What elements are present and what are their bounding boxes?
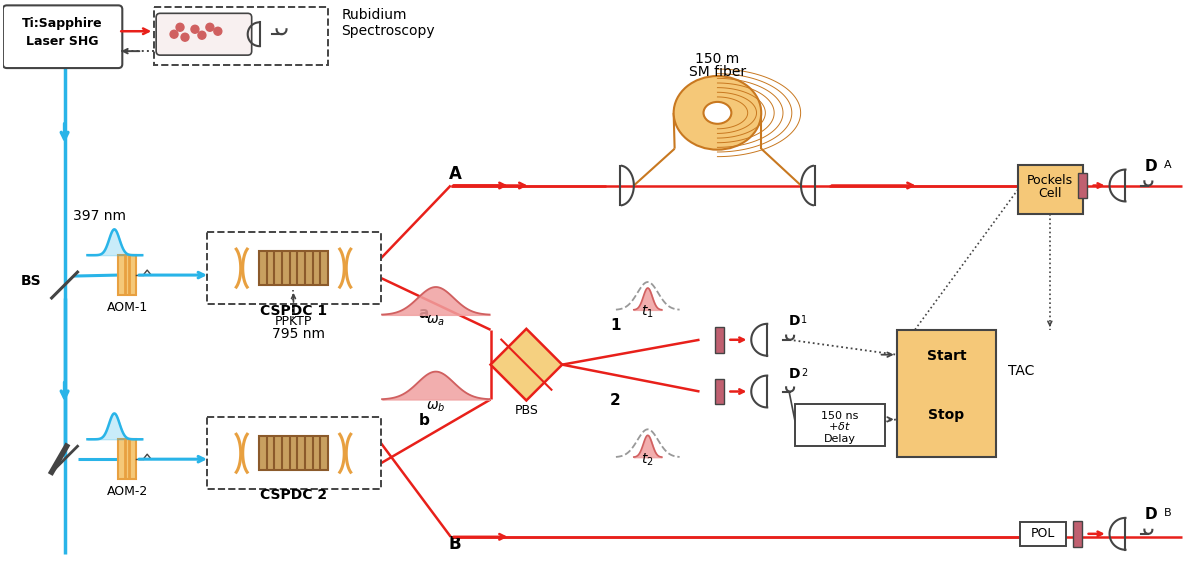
Text: $t_1$: $t_1$ bbox=[642, 304, 654, 320]
Bar bbox=[715, 327, 724, 353]
Bar bbox=[206, 417, 382, 489]
Bar bbox=[119, 439, 137, 479]
Text: CSPDC 1: CSPDC 1 bbox=[260, 304, 328, 318]
Text: A: A bbox=[449, 164, 462, 182]
Circle shape bbox=[181, 33, 188, 41]
Text: Rubidium: Rubidium bbox=[341, 8, 407, 23]
Circle shape bbox=[170, 30, 178, 38]
Text: PPKTP: PPKTP bbox=[275, 315, 312, 328]
FancyBboxPatch shape bbox=[156, 13, 252, 55]
Circle shape bbox=[206, 23, 214, 31]
Text: PBS: PBS bbox=[515, 404, 539, 417]
Circle shape bbox=[176, 23, 184, 31]
Bar bbox=[1018, 164, 1082, 214]
Text: Spectroscopy: Spectroscopy bbox=[341, 24, 434, 38]
Text: $\omega_b$: $\omega_b$ bbox=[426, 400, 445, 414]
Text: Delay: Delay bbox=[824, 434, 856, 444]
Text: CSPDC 2: CSPDC 2 bbox=[260, 488, 328, 502]
Text: $t_2$: $t_2$ bbox=[642, 451, 654, 468]
Text: A: A bbox=[1164, 160, 1172, 170]
Text: a: a bbox=[419, 306, 430, 321]
Bar bbox=[715, 379, 724, 405]
Circle shape bbox=[191, 25, 199, 33]
Bar bbox=[796, 405, 884, 446]
Bar bbox=[1073, 521, 1082, 547]
Text: Laser SHG: Laser SHG bbox=[26, 35, 98, 48]
Text: POL: POL bbox=[1031, 527, 1055, 540]
Bar bbox=[154, 8, 329, 65]
Text: Stop: Stop bbox=[929, 408, 965, 422]
Bar bbox=[1078, 173, 1087, 199]
Text: B: B bbox=[1164, 508, 1172, 518]
Text: AOM-1: AOM-1 bbox=[107, 301, 148, 314]
Circle shape bbox=[214, 27, 222, 35]
Text: b: b bbox=[419, 413, 430, 428]
Text: Ti:Sapphire: Ti:Sapphire bbox=[23, 17, 103, 30]
Text: B: B bbox=[449, 535, 461, 553]
Text: AOM-2: AOM-2 bbox=[107, 485, 148, 498]
Circle shape bbox=[198, 31, 206, 39]
Ellipse shape bbox=[673, 76, 761, 150]
Text: D: D bbox=[790, 314, 800, 328]
Text: 1: 1 bbox=[610, 318, 620, 333]
Text: D: D bbox=[1145, 159, 1158, 174]
Text: +$\delta t$: +$\delta t$ bbox=[828, 420, 851, 433]
Text: 150 m: 150 m bbox=[695, 52, 739, 66]
Text: 2: 2 bbox=[802, 368, 808, 378]
Text: 150 ns: 150 ns bbox=[821, 411, 858, 422]
Text: SM fiber: SM fiber bbox=[689, 65, 746, 79]
Text: BS: BS bbox=[20, 274, 42, 288]
Ellipse shape bbox=[703, 102, 731, 124]
Text: 397 nm: 397 nm bbox=[72, 210, 126, 223]
Bar bbox=[119, 255, 137, 295]
Bar bbox=[259, 251, 329, 285]
Bar bbox=[1020, 522, 1066, 546]
Text: Cell: Cell bbox=[1038, 188, 1062, 200]
FancyBboxPatch shape bbox=[2, 5, 122, 68]
Text: 1: 1 bbox=[802, 315, 808, 325]
Text: Pockels: Pockels bbox=[1027, 174, 1073, 186]
Text: TAC: TAC bbox=[1008, 364, 1034, 378]
Bar bbox=[259, 437, 329, 470]
Polygon shape bbox=[491, 329, 562, 401]
Bar bbox=[896, 330, 996, 457]
Text: Start: Start bbox=[926, 349, 966, 362]
Text: D: D bbox=[790, 367, 800, 380]
Text: D: D bbox=[1145, 507, 1158, 522]
Bar bbox=[206, 232, 382, 304]
Text: 795 nm: 795 nm bbox=[271, 327, 324, 341]
Text: $\omega_a$: $\omega_a$ bbox=[426, 314, 445, 328]
Text: 2: 2 bbox=[610, 394, 620, 408]
